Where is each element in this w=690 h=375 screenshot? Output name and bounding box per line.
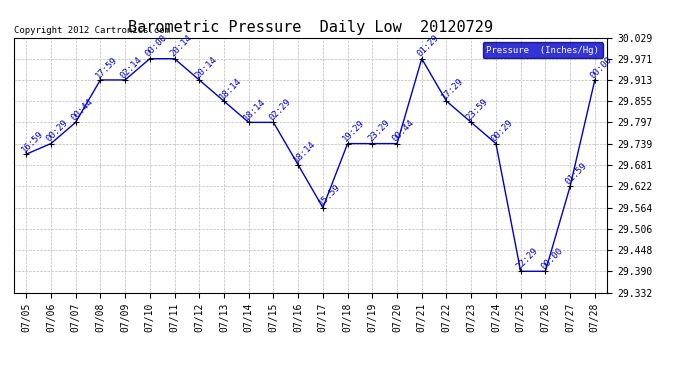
Text: 18:14: 18:14 — [217, 76, 243, 101]
Text: 18:14: 18:14 — [292, 140, 317, 165]
Text: 00:44: 00:44 — [391, 118, 416, 144]
Text: 02:29: 02:29 — [267, 97, 293, 122]
Text: 16:59: 16:59 — [20, 129, 45, 154]
Text: Copyright 2012 Cartronics.com: Copyright 2012 Cartronics.com — [14, 26, 170, 35]
Text: 00:29: 00:29 — [45, 118, 70, 144]
Text: 19:29: 19:29 — [342, 118, 366, 144]
Text: 23:29: 23:29 — [366, 118, 391, 144]
Text: 01:29: 01:29 — [415, 33, 441, 59]
Text: 18:14: 18:14 — [242, 97, 268, 122]
Text: 22:29: 22:29 — [514, 246, 540, 271]
Legend: Pressure  (Inches/Hg): Pressure (Inches/Hg) — [482, 42, 602, 58]
Title: Barometric Pressure  Daily Low  20120729: Barometric Pressure Daily Low 20120729 — [128, 20, 493, 35]
Text: 01:59: 01:59 — [564, 161, 589, 186]
Text: 00:00: 00:00 — [539, 246, 564, 271]
Text: 00:00: 00:00 — [589, 55, 614, 80]
Text: 20:14: 20:14 — [193, 55, 218, 80]
Text: 00:44: 00:44 — [69, 97, 95, 122]
Text: 00:29: 00:29 — [490, 118, 515, 144]
Text: 17:59: 17:59 — [94, 55, 119, 80]
Text: 23:59: 23:59 — [465, 97, 490, 122]
Text: 02:14: 02:14 — [119, 55, 144, 80]
Text: 15:59: 15:59 — [317, 182, 342, 208]
Text: 00:00: 00:00 — [144, 33, 169, 59]
Text: 20:14: 20:14 — [168, 33, 193, 59]
Text: 17:29: 17:29 — [440, 76, 466, 101]
